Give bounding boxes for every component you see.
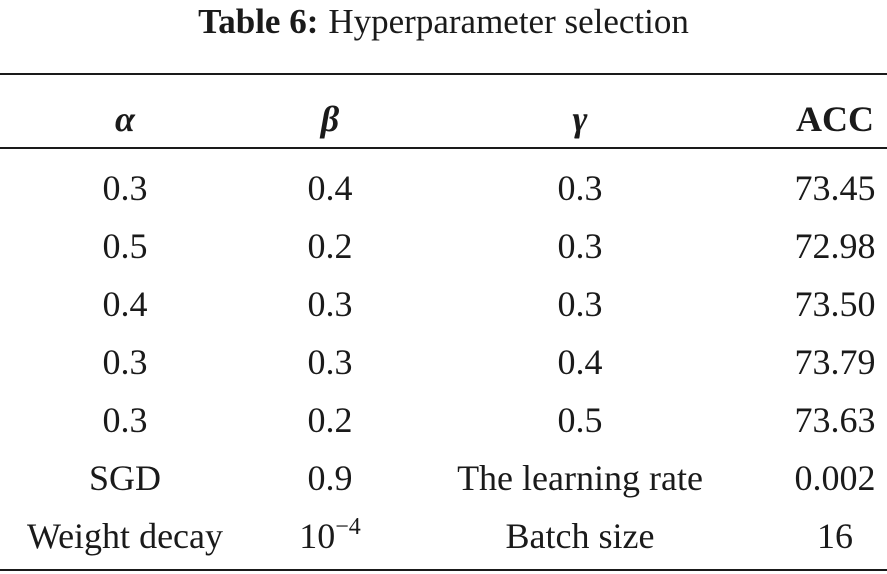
bottom-rule <box>0 569 887 571</box>
table-cell: Weight decay <box>26 516 223 556</box>
table-cell: 0.4 <box>102 284 148 324</box>
header-cell: γ <box>572 99 588 139</box>
table-cell: 73.79 <box>794 342 876 382</box>
table-cell: 10−4 <box>200 514 460 558</box>
table-cell: 0.3 <box>102 168 148 208</box>
table-cell: 72.98 <box>794 226 876 266</box>
table-cell: 0.002 <box>794 458 876 498</box>
table-cell: 0.4 <box>557 342 603 382</box>
table-cell: 0.5 <box>102 226 148 266</box>
table-cell: 73.45 <box>794 168 876 208</box>
table-cell: 0.2 <box>307 226 353 266</box>
top-rule <box>0 73 887 75</box>
table-cell: 0.5 <box>557 400 603 440</box>
table-cell: The learning rate <box>457 458 703 498</box>
table-cell: 0.3 <box>557 168 603 208</box>
table-cell: Batch size <box>505 516 655 556</box>
header-cell: β <box>320 99 340 139</box>
header-rule <box>0 147 887 149</box>
table-caption: Table 6: Hyperparameter selection <box>0 0 887 44</box>
table-cell: 73.50 <box>794 284 876 324</box>
power-base: 10 <box>299 516 336 556</box>
table-cell: 73.63 <box>794 400 876 440</box>
table-cell: 0.3 <box>307 284 353 324</box>
table-cell: 0.9 <box>307 458 353 498</box>
table-cell: 0.3 <box>102 342 148 382</box>
header-cell: ACC <box>796 99 874 139</box>
caption-label: Table 6: <box>198 2 319 41</box>
power-exponent: −4 <box>335 514 361 540</box>
table-cell: 0.2 <box>307 400 353 440</box>
table-cell: 0.4 <box>307 168 353 208</box>
table-cell: 0.3 <box>307 342 353 382</box>
table-cell: 16 <box>817 516 853 556</box>
header-cell: α <box>115 99 135 139</box>
table-cell: 0.3 <box>102 400 148 440</box>
table-cell: 0.3 <box>557 226 603 266</box>
table-cell: 0.3 <box>557 284 603 324</box>
table-cell: SGD <box>88 458 162 498</box>
caption-text: Hyperparameter selection <box>328 2 689 41</box>
